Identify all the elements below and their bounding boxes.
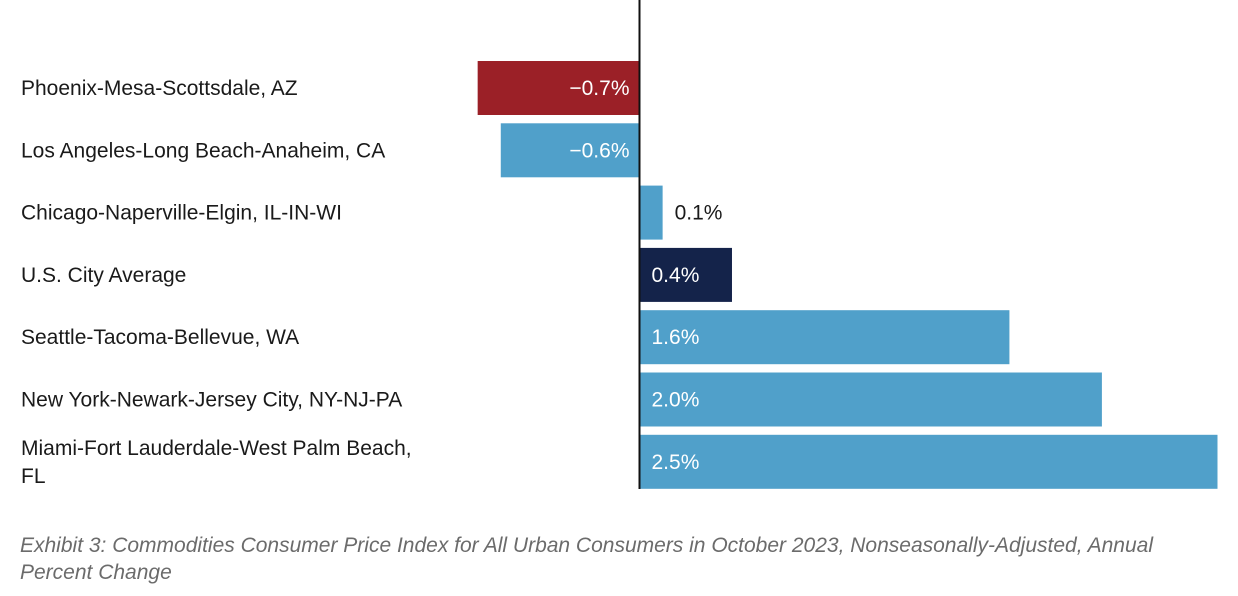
bar	[639, 247, 732, 302]
bar	[500, 123, 640, 178]
chart-caption: Exhibit 3: Commodities Consumer Price In…	[20, 534, 1153, 584]
category-label: Seattle-Tacoma-Bellevue, WA	[21, 326, 299, 349]
bar-chart: Phoenix-Mesa-Scottsdale, AZ −0.7% Los Ange…	[21, 0, 1218, 489]
value-label: 2.0%	[652, 389, 700, 412]
value-label: −0.6%	[569, 139, 629, 162]
category-label: U.S. City Average	[21, 264, 186, 287]
bar	[639, 310, 1010, 365]
category-label: Chicago-Naperville-Elgin, IL-IN-WI	[21, 202, 342, 225]
bar	[639, 434, 1218, 489]
category-label: New York-Newark-Jersey City, NY-NJ-PA	[21, 389, 402, 412]
bar	[639, 372, 1102, 427]
value-label: 2.5%	[652, 451, 700, 474]
value-label: 0.1%	[675, 202, 723, 225]
category-label: Phoenix-Mesa-Scottsdale, AZ	[21, 77, 298, 100]
bar	[477, 61, 640, 115]
bar	[639, 185, 663, 240]
value-label: 0.4%	[652, 264, 700, 287]
value-label: 1.6%	[652, 326, 700, 349]
value-label: −0.7%	[569, 77, 629, 100]
category-label: Miami-Fort Lauderdale-West Palm Beach, FL	[21, 437, 412, 488]
category-label: Los Angeles-Long Beach-Anaheim, CA	[21, 139, 385, 162]
